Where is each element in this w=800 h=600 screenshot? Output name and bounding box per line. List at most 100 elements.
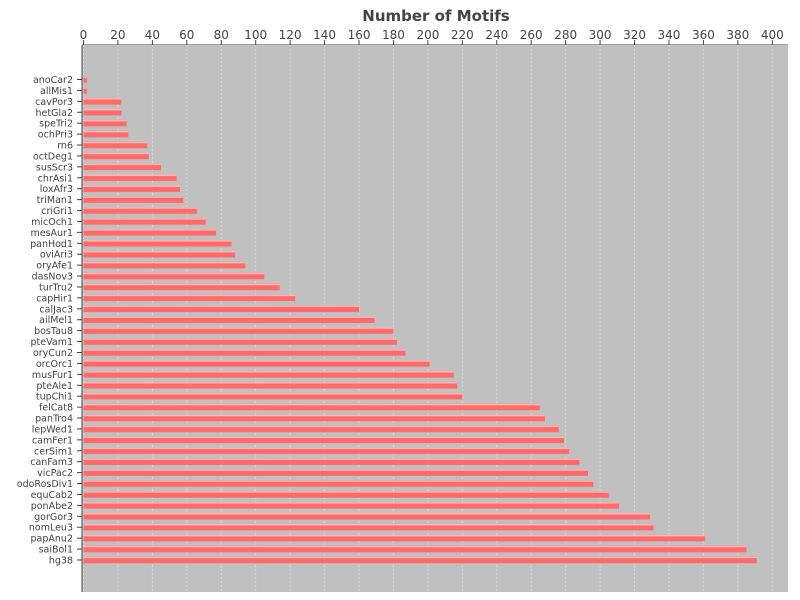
x-tick-label: 160 [348, 28, 371, 42]
bar-highlight [83, 480, 594, 482]
category-label: saiBol1 [39, 545, 73, 556]
bar [83, 534, 706, 542]
category-label: tupChi1 [36, 392, 73, 403]
bar [83, 98, 122, 105]
category-label: equCab2 [31, 490, 73, 501]
category-label: ailMel1 [39, 315, 73, 326]
bar-highlight [83, 392, 463, 395]
x-tick-label: 300 [589, 28, 612, 42]
bar [83, 414, 545, 422]
x-axis: 0 20 40 60 80 100 120 140 160 180 200 220 240 260 280 3… [80, 28, 788, 46]
category-label: anoCar2 [33, 75, 73, 86]
x-tick-label: 340 [658, 28, 681, 42]
x-tick-label: 240 [485, 28, 508, 42]
bar-highlight [83, 163, 161, 166]
category-label: panTro4 [35, 414, 73, 425]
bar-highlight [83, 556, 757, 559]
bar-highlight [83, 414, 545, 417]
y-axis: anoCar2allMis1cavPor3hetGla2speTri2ochPr… [17, 45, 83, 592]
bar-highlight [83, 382, 458, 384]
bar-highlight [83, 119, 127, 122]
bar-highlight [83, 338, 397, 340]
category-label: canFam3 [30, 457, 73, 468]
bar-series [83, 76, 757, 564]
bar-highlight [83, 371, 454, 373]
bar [83, 174, 177, 182]
bar [83, 76, 87, 83]
bar [83, 349, 406, 356]
x-tick-label: 360 [692, 28, 715, 42]
bar-highlight [83, 425, 559, 428]
bar [83, 240, 232, 247]
category-label: allMis1 [40, 86, 73, 97]
category-label: turTru2 [39, 282, 73, 293]
bar [83, 556, 757, 564]
category-label: calJac3 [39, 304, 73, 315]
bar [83, 152, 149, 160]
bar-highlight [83, 240, 232, 242]
bar [83, 392, 463, 400]
bar [83, 305, 360, 313]
category-label: panHod1 [30, 239, 73, 250]
category-label: cavPor3 [35, 97, 73, 108]
bar-highlight [83, 502, 620, 504]
category-label: mesAur1 [30, 228, 73, 239]
bar-highlight [83, 141, 148, 144]
bar [83, 469, 589, 476]
category-label: musFur1 [32, 370, 73, 381]
category-label: micOch1 [31, 217, 73, 228]
x-tick-label: 180 [382, 28, 405, 42]
bar [83, 250, 236, 258]
category-label: oryCun2 [33, 348, 73, 359]
x-tick-label: 120 [279, 28, 302, 42]
x-tick-label: 320 [623, 28, 646, 42]
bar [83, 480, 594, 487]
x-tick-label: 60 [179, 28, 194, 42]
bar [83, 229, 217, 236]
bar-highlight [83, 196, 184, 198]
category-label: papAnu2 [31, 534, 73, 545]
bar-highlight [83, 491, 609, 493]
bar-highlight [83, 316, 375, 318]
category-label: felCat8 [39, 403, 73, 414]
bar-highlight [83, 534, 706, 537]
bar-highlight [83, 152, 149, 155]
x-tick-label: 400 [761, 28, 784, 42]
x-tick-label: 220 [451, 28, 474, 42]
bar [83, 109, 122, 116]
bar-highlight [83, 305, 360, 308]
bar [83, 382, 458, 389]
category-label: lepWed1 [32, 424, 73, 435]
bar [83, 491, 609, 498]
bar-highlight [83, 76, 87, 78]
bar [83, 196, 184, 203]
bar-highlight [83, 327, 394, 329]
bar-highlight [83, 130, 129, 133]
category-label: gorGor3 [34, 512, 73, 523]
bar-highlight [83, 360, 430, 362]
category-label: susScr3 [36, 162, 73, 173]
bar-highlight [83, 513, 651, 515]
category-label: capHir1 [36, 293, 73, 304]
category-label: pteVam1 [31, 337, 73, 348]
category-label: cerSim1 [34, 446, 73, 457]
category-label: rn6 [57, 141, 73, 152]
bar-highlight [83, 447, 570, 450]
bar-highlight [83, 109, 122, 111]
bar-highlight [83, 98, 122, 100]
bar [83, 327, 394, 334]
bar [83, 458, 580, 465]
category-label: vicPac2 [37, 468, 73, 479]
bar [83, 294, 296, 302]
bar [83, 87, 87, 94]
bar [83, 185, 180, 192]
category-label: speTri2 [39, 119, 73, 130]
x-tick-label: 0 [80, 28, 88, 42]
bar-highlight [83, 87, 87, 89]
bar [83, 141, 148, 149]
bar [83, 360, 430, 367]
category-label: triMan1 [37, 195, 73, 206]
bar [83, 403, 540, 411]
bar [83, 523, 654, 531]
